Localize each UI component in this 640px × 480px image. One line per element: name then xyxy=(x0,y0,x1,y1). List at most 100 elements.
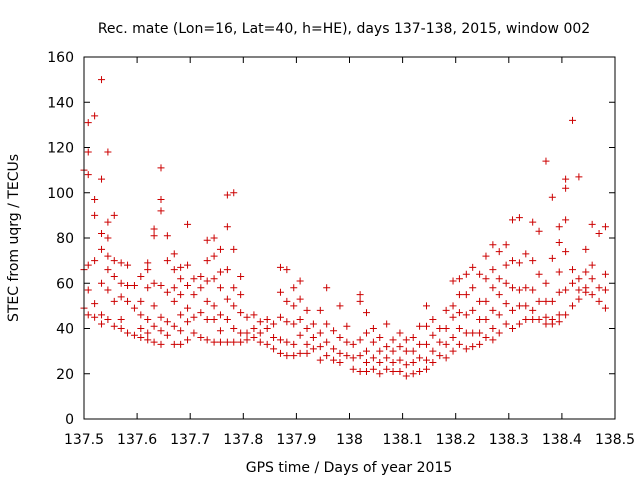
data-point xyxy=(356,367,364,375)
data-point xyxy=(349,365,357,373)
data-point xyxy=(170,297,178,305)
data-point xyxy=(469,329,477,337)
data-point xyxy=(276,288,284,296)
data-point xyxy=(170,250,178,258)
data-point xyxy=(522,284,530,292)
data-point xyxy=(91,112,99,120)
data-point xyxy=(569,302,577,310)
x-tick-label: 138.1 xyxy=(383,432,423,448)
data-point xyxy=(529,257,537,265)
data-point xyxy=(230,189,238,197)
data-point xyxy=(177,340,185,348)
data-point xyxy=(429,358,437,366)
data-point xyxy=(276,349,284,357)
data-point xyxy=(323,352,331,360)
data-point xyxy=(376,334,384,342)
data-point xyxy=(548,254,556,262)
data-point xyxy=(130,304,138,312)
data-point xyxy=(588,261,596,269)
data-point xyxy=(170,340,178,348)
data-point xyxy=(283,338,291,346)
data-point xyxy=(117,315,125,323)
data-point xyxy=(230,325,238,332)
data-point xyxy=(316,329,324,337)
data-point xyxy=(137,325,145,332)
data-point xyxy=(495,248,503,256)
data-point xyxy=(316,356,324,364)
data-point xyxy=(296,349,304,357)
data-point xyxy=(542,320,550,328)
data-point xyxy=(548,193,556,201)
y-tick-label: 120 xyxy=(47,141,74,157)
data-point xyxy=(482,297,490,305)
y-tick-label: 0 xyxy=(65,412,74,428)
data-point xyxy=(263,340,271,348)
data-point xyxy=(157,207,165,215)
data-point xyxy=(124,282,132,290)
data-point xyxy=(170,322,178,330)
data-point xyxy=(303,306,311,314)
data-point xyxy=(588,220,596,228)
data-point xyxy=(237,272,245,280)
data-point xyxy=(210,252,218,260)
axis-ticks: 137.5 137.6 137.7 137.8 137.9 138 138.1 138.2 13… xyxy=(47,50,635,448)
data-point xyxy=(203,236,211,244)
data-point xyxy=(462,311,470,319)
data-point xyxy=(270,334,278,342)
data-point xyxy=(157,327,165,335)
data-point xyxy=(569,266,577,274)
data-point xyxy=(442,340,450,348)
data-point xyxy=(369,325,377,332)
x-tick-label: 137.9 xyxy=(276,432,316,448)
data-point xyxy=(216,284,224,292)
data-point xyxy=(389,347,397,355)
data-point xyxy=(210,302,218,310)
data-point xyxy=(542,157,550,165)
data-point xyxy=(203,277,211,285)
data-point xyxy=(402,347,410,355)
data-point xyxy=(203,315,211,323)
data-point xyxy=(402,372,410,380)
data-point xyxy=(216,327,224,335)
data-point xyxy=(396,329,404,337)
data-point xyxy=(535,297,543,305)
data-point xyxy=(489,284,497,292)
data-point xyxy=(575,295,583,303)
data-point xyxy=(509,325,517,332)
data-point xyxy=(237,309,245,317)
data-point xyxy=(150,338,158,346)
data-point xyxy=(489,266,497,274)
data-point xyxy=(369,354,377,362)
data-point xyxy=(237,291,245,299)
data-point xyxy=(422,340,430,348)
data-point xyxy=(177,327,185,335)
data-point xyxy=(509,284,517,292)
data-point xyxy=(455,309,463,317)
data-point xyxy=(210,315,218,323)
data-point xyxy=(529,306,537,314)
data-point xyxy=(276,313,284,321)
data-point xyxy=(290,302,298,310)
data-point xyxy=(177,263,185,271)
data-point xyxy=(117,279,125,287)
data-point xyxy=(509,306,517,314)
data-point xyxy=(356,291,364,299)
data-point xyxy=(482,275,490,283)
data-point xyxy=(163,232,171,240)
data-point xyxy=(582,268,590,276)
data-point xyxy=(356,352,364,360)
data-point xyxy=(330,327,338,335)
data-point xyxy=(469,263,477,271)
data-point xyxy=(555,223,563,231)
data-point xyxy=(98,320,106,328)
data-point xyxy=(223,338,231,346)
data-point xyxy=(436,352,444,360)
data-point xyxy=(509,257,517,265)
data-point xyxy=(157,196,165,204)
data-point xyxy=(91,211,99,219)
data-point xyxy=(184,318,192,326)
data-point xyxy=(309,334,317,342)
data-point xyxy=(137,272,145,280)
data-point xyxy=(535,270,543,278)
data-point xyxy=(495,311,503,319)
